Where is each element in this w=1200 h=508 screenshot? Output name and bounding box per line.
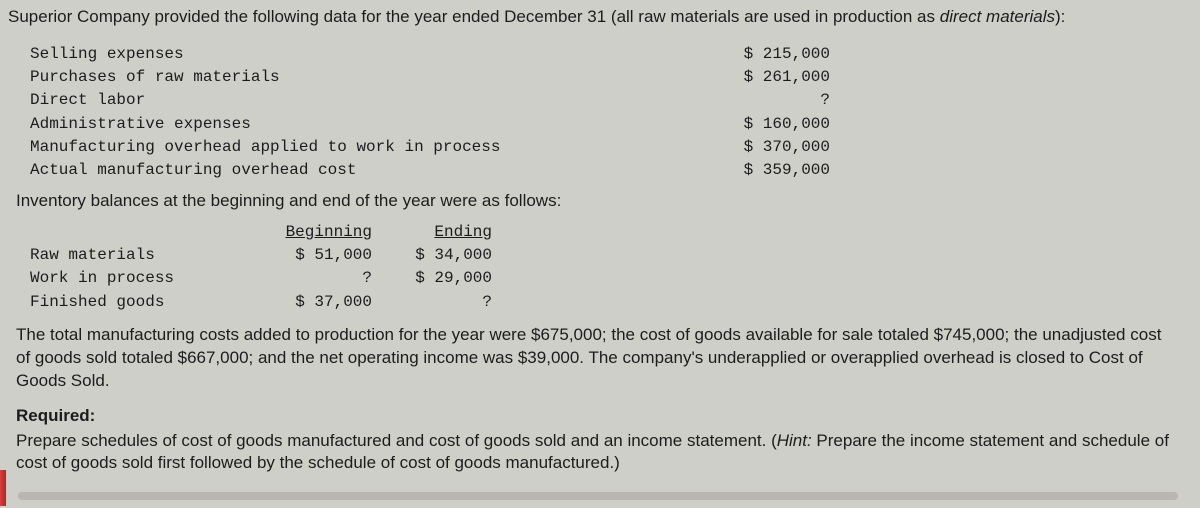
cost-label: Purchases of raw materials xyxy=(30,66,650,89)
inv-row-label: Work in process xyxy=(30,267,260,290)
cost-label: Administrative expenses xyxy=(30,113,650,136)
inv-row-label: Finished goods xyxy=(30,291,260,314)
required-text: Prepare schedules of cost of goods manuf… xyxy=(16,430,1178,476)
cost-value: ? xyxy=(660,89,830,112)
cost-label: Manufacturing overhead applied to work i… xyxy=(30,136,650,159)
inv-row-label: Raw materials xyxy=(30,244,260,267)
cost-value: $ 359,000 xyxy=(660,159,830,182)
intro-paragraph: Superior Company provided the following … xyxy=(8,6,1186,29)
cost-value: $ 215,000 xyxy=(660,43,830,66)
intro-italic: direct materials xyxy=(940,7,1055,26)
required-pre: Prepare schedules of cost of goods manuf… xyxy=(16,431,777,450)
inventory-table: Beginning Ending Raw materials $ 51,000 … xyxy=(30,221,1186,314)
inv-row-end: ? xyxy=(380,291,500,314)
inv-row-beg: $ 37,000 xyxy=(260,291,380,314)
cost-value: $ 160,000 xyxy=(660,113,830,136)
cost-values-col: $ 215,000 $ 261,000 ? $ 160,000 $ 370,00… xyxy=(650,43,830,182)
required-label: Required: xyxy=(16,405,1186,428)
required-hint: Hint: xyxy=(777,431,812,450)
cost-data-block: Selling expenses Purchases of raw materi… xyxy=(30,43,1186,182)
cost-value: $ 261,000 xyxy=(660,66,830,89)
cost-label: Actual manufacturing overhead cost xyxy=(30,159,650,182)
cost-label: Selling expenses xyxy=(30,43,650,66)
inventory-heading: Inventory balances at the beginning and … xyxy=(16,190,1186,213)
horizontal-scrollbar[interactable] xyxy=(18,492,1178,500)
intro-pre: Superior Company provided the following … xyxy=(8,7,940,26)
table-spacer xyxy=(30,221,260,244)
cost-label: Direct labor xyxy=(30,89,650,112)
narrative-paragraph: The total manufacturing costs added to p… xyxy=(16,324,1178,393)
problem-page: Superior Company provided the following … xyxy=(0,0,1200,485)
col-header-ending: Ending xyxy=(380,221,500,244)
inv-row-beg: ? xyxy=(260,267,380,290)
inv-row-beg: $ 51,000 xyxy=(260,244,380,267)
col-header-beginning: Beginning xyxy=(260,221,380,244)
cost-value: $ 370,000 xyxy=(660,136,830,159)
left-edge-marker xyxy=(0,470,6,506)
inv-row-end: $ 34,000 xyxy=(380,244,500,267)
inv-row-end: $ 29,000 xyxy=(380,267,500,290)
intro-post: ): xyxy=(1055,7,1065,26)
cost-labels-col: Selling expenses Purchases of raw materi… xyxy=(30,43,650,182)
